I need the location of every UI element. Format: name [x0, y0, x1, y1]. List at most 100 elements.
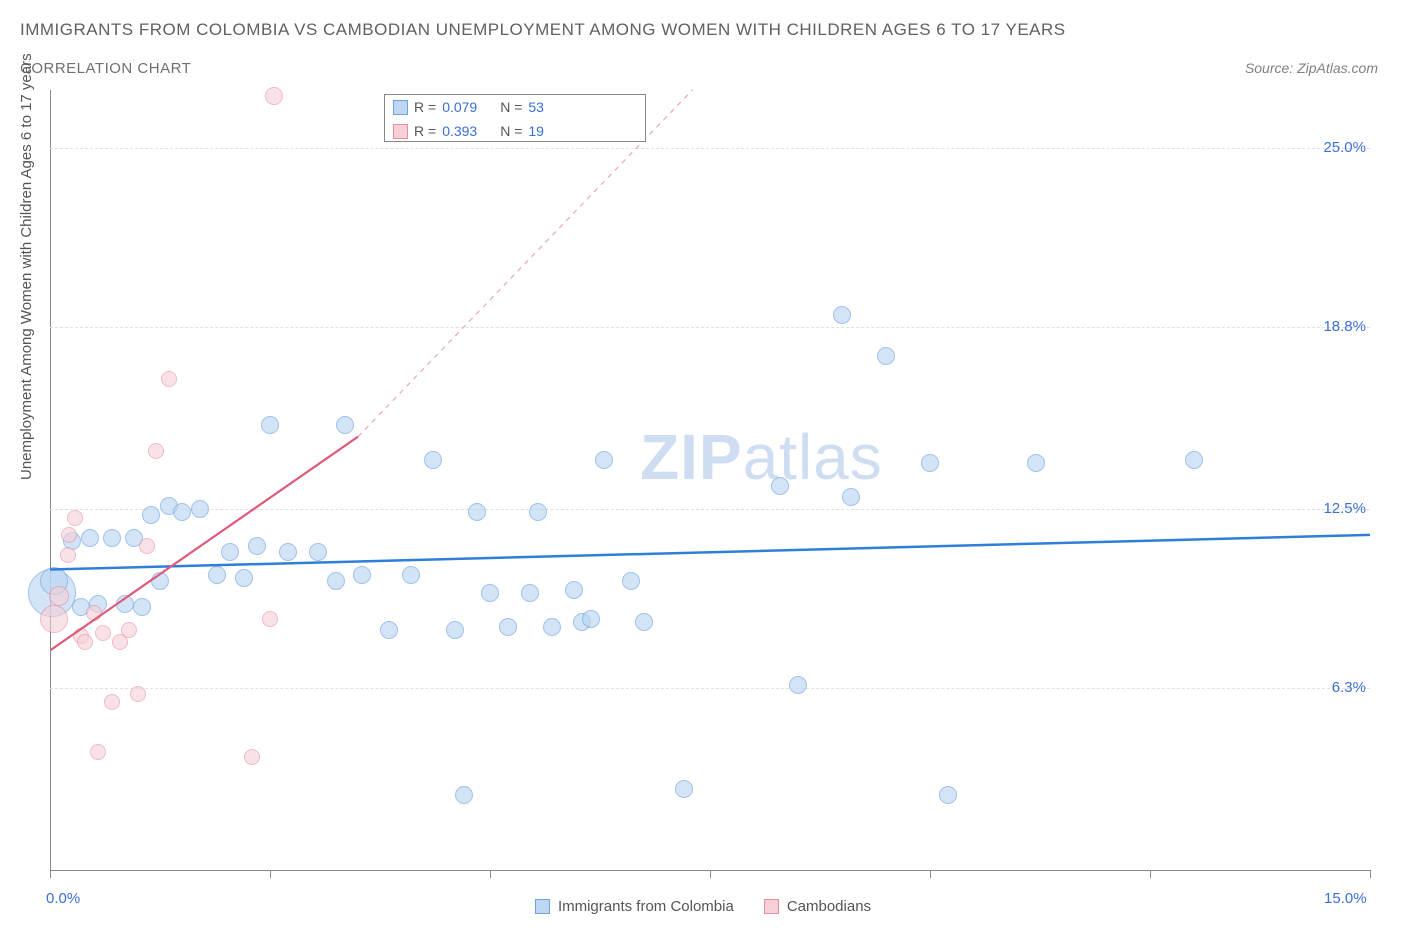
- data-point-colombia: [1185, 451, 1203, 469]
- data-point-colombia: [151, 572, 169, 590]
- y-axis-label: Unemployment Among Women with Children A…: [18, 53, 35, 480]
- swatch-icon: [764, 899, 779, 914]
- data-point-cambodia: [95, 625, 111, 641]
- r-label: R =: [414, 99, 436, 115]
- data-point-colombia: [336, 416, 354, 434]
- data-point-colombia: [582, 610, 600, 628]
- data-point-colombia: [789, 676, 807, 694]
- data-point-cambodia: [86, 605, 102, 621]
- data-point-cambodia: [90, 744, 106, 760]
- data-point-cambodia: [139, 538, 155, 554]
- data-point-cambodia: [244, 749, 260, 765]
- plot-area: [50, 90, 1370, 870]
- page-subtitle: CORRELATION CHART: [20, 60, 191, 77]
- data-point-colombia: [221, 543, 239, 561]
- source-name: ZipAtlas.com: [1297, 60, 1378, 76]
- data-point-colombia: [1027, 454, 1045, 472]
- legend-item: Cambodians: [764, 898, 871, 915]
- data-point-cambodia: [148, 443, 164, 459]
- data-point-colombia: [248, 537, 266, 555]
- swatch-icon: [393, 100, 408, 115]
- data-point-colombia: [833, 306, 851, 324]
- data-point-cambodia: [40, 605, 68, 633]
- data-point-colombia: [675, 780, 693, 798]
- data-point-cambodia: [49, 586, 69, 606]
- n-label: N =: [500, 123, 522, 139]
- data-point-colombia: [81, 529, 99, 547]
- data-point-colombia: [543, 618, 561, 636]
- data-point-colombia: [877, 347, 895, 365]
- x-tick: [50, 870, 51, 878]
- data-point-colombia: [921, 454, 939, 472]
- data-point-cambodia: [130, 686, 146, 702]
- series-legend: Immigrants from Colombia Cambodians: [0, 898, 1406, 915]
- n-value: 53: [528, 99, 544, 115]
- data-point-colombia: [133, 598, 151, 616]
- stats-legend: R = 0.079 N = 53 R = 0.393 N = 19: [384, 94, 646, 142]
- r-value: 0.079: [442, 99, 494, 115]
- source-prefix: Source:: [1245, 60, 1297, 76]
- x-tick: [270, 870, 271, 878]
- data-point-colombia: [261, 416, 279, 434]
- data-point-colombia: [565, 581, 583, 599]
- data-point-colombia: [842, 488, 860, 506]
- data-point-colombia: [309, 543, 327, 561]
- x-tick: [710, 870, 711, 878]
- swatch-icon: [393, 124, 408, 139]
- data-point-colombia: [468, 503, 486, 521]
- y-gridline: [50, 688, 1370, 689]
- stats-row: R = 0.393 N = 19: [385, 119, 645, 143]
- y-gridline: [50, 327, 1370, 328]
- x-tick: [930, 870, 931, 878]
- n-label: N =: [500, 99, 522, 115]
- data-point-colombia: [446, 621, 464, 639]
- legend-label: Cambodians: [787, 898, 871, 915]
- r-label: R =: [414, 123, 436, 139]
- swatch-icon: [535, 899, 550, 914]
- data-point-colombia: [771, 477, 789, 495]
- data-point-cambodia: [121, 622, 137, 638]
- data-point-cambodia: [262, 611, 278, 627]
- y-tick-label: 25.0%: [1323, 139, 1366, 156]
- data-point-colombia: [402, 566, 420, 584]
- data-point-colombia: [142, 506, 160, 524]
- data-point-colombia: [208, 566, 226, 584]
- r-value: 0.393: [442, 123, 494, 139]
- y-gridline: [50, 509, 1370, 510]
- x-tick: [1370, 870, 1371, 878]
- data-point-cambodia: [60, 547, 76, 563]
- page-title: IMMIGRANTS FROM COLOMBIA VS CAMBODIAN UN…: [20, 20, 1066, 40]
- data-point-colombia: [481, 584, 499, 602]
- data-point-colombia: [380, 621, 398, 639]
- data-point-cambodia: [161, 371, 177, 387]
- data-point-cambodia: [77, 634, 93, 650]
- data-point-colombia: [191, 500, 209, 518]
- y-gridline: [50, 148, 1370, 149]
- data-point-colombia: [521, 584, 539, 602]
- data-point-colombia: [279, 543, 297, 561]
- data-point-cambodia: [67, 510, 83, 526]
- data-point-colombia: [499, 618, 517, 636]
- data-point-colombia: [635, 613, 653, 631]
- y-tick-label: 18.8%: [1323, 318, 1366, 335]
- legend-item: Immigrants from Colombia: [535, 898, 734, 915]
- x-tick: [490, 870, 491, 878]
- data-point-colombia: [529, 503, 547, 521]
- data-point-colombia: [327, 572, 345, 590]
- data-point-colombia: [595, 451, 613, 469]
- x-tick-label: 0.0%: [46, 890, 80, 907]
- data-point-colombia: [173, 503, 191, 521]
- stats-row: R = 0.079 N = 53: [385, 95, 645, 119]
- data-point-colombia: [455, 786, 473, 804]
- data-point-colombia: [622, 572, 640, 590]
- data-point-colombia: [116, 595, 134, 613]
- x-tick: [1150, 870, 1151, 878]
- x-tick-label: 15.0%: [1324, 890, 1367, 907]
- legend-label: Immigrants from Colombia: [558, 898, 734, 915]
- data-point-colombia: [939, 786, 957, 804]
- data-point-colombia: [424, 451, 442, 469]
- y-tick-label: 6.3%: [1332, 679, 1366, 696]
- data-point-colombia: [235, 569, 253, 587]
- data-point-colombia: [353, 566, 371, 584]
- data-point-colombia: [103, 529, 121, 547]
